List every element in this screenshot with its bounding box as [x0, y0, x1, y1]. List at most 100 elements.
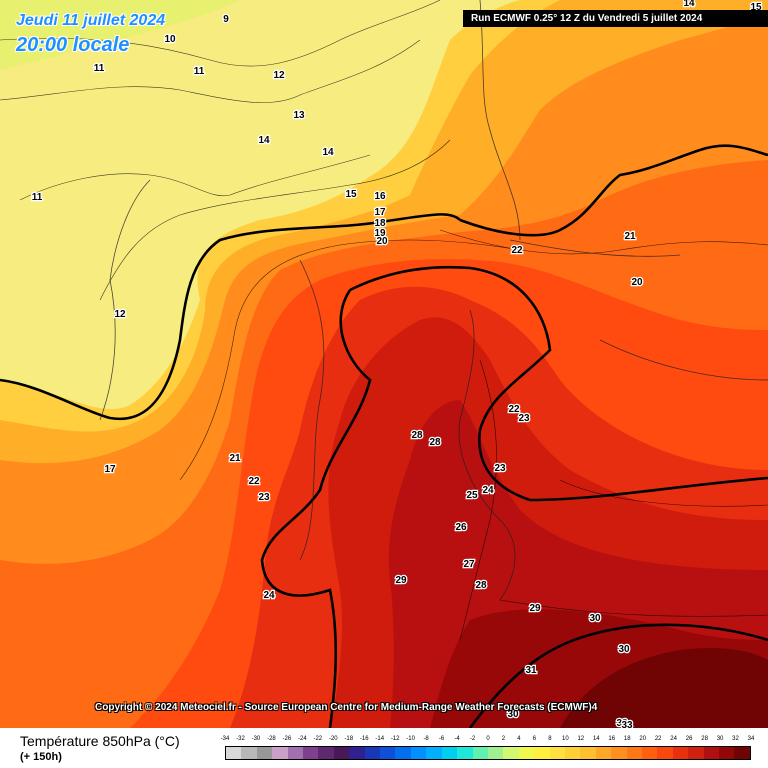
color-scale-swatch [472, 747, 488, 759]
color-scale-tick: -2 [469, 736, 476, 742]
isotherm-label: 24 [482, 485, 494, 496]
isotherm-label: 17 [374, 207, 386, 218]
color-scale-tick: -34 [220, 736, 230, 742]
isotherm-label: 20 [631, 277, 643, 288]
color-scale-tick: -10 [406, 736, 415, 742]
isotherm-label: 15 [345, 189, 357, 200]
color-scale-tick: 8 [548, 736, 552, 742]
color-scale-swatch [272, 747, 288, 759]
color-scale-tick: 12 [577, 736, 585, 742]
color-scale-ticks: -34 -32 -30 -28 -26 -24 -22 -20 -18 -16 -14 -12 -10-… [221, 736, 755, 746]
color-scale-tick: -26 [282, 736, 292, 742]
isotherm-label: 13 [293, 110, 305, 121]
isotherm-label: 26 [455, 522, 467, 533]
parameter-title: Température 850hPa (°C) [20, 733, 180, 749]
color-scale-tick: 32 [732, 736, 739, 742]
color-scale-tick: -14 [375, 736, 385, 742]
isotherm-label: 12 [114, 309, 126, 320]
isotherm-label: 14 [683, 0, 695, 9]
color-scale-tick: -22 [313, 736, 323, 742]
color-scale-tick: -28 [267, 736, 276, 742]
isotherm-label: 23 [518, 413, 530, 424]
isotherm-label: 11 [194, 66, 205, 77]
isotherm-label: 12 [273, 70, 285, 81]
color-scale-swatch [380, 747, 396, 759]
isotherm-label: 19 [374, 228, 386, 239]
isotherm-label: 11 [94, 63, 105, 74]
color-scale-tick: -12 [390, 736, 400, 742]
isotherm-label: 23 [258, 492, 270, 503]
color-scale-tick: 22 [654, 736, 662, 742]
color-scale-swatch [580, 747, 596, 759]
color-scale-tick: -16 [359, 736, 369, 742]
isotherm-label: 22 [508, 404, 520, 415]
color-scale-swatch [226, 747, 242, 759]
color-scale-tick: 6 [532, 736, 537, 742]
color-scale-swatch [349, 747, 365, 759]
isotherm-label: 23 [494, 463, 506, 474]
isotherm-label: 21 [624, 231, 636, 242]
isotherm-label: 24 [263, 590, 275, 601]
color-scale-tick: -20 [328, 736, 338, 742]
isotherm-label: 17 [104, 464, 116, 475]
color-scale-tick: 24 [670, 736, 677, 742]
isotherm-label: 14 [258, 135, 270, 146]
color-scale: -34 -32 -30 -28 -26 -24 -22 -20 -18 -16 -14 -12 -10-… [221, 736, 755, 760]
isotherm-label: 25 [466, 490, 478, 501]
isotherm-label: 14 [322, 147, 334, 158]
color-scale-tick: 2 [501, 736, 506, 742]
color-scale-tick: -30 [251, 736, 261, 742]
color-scale-swatch [672, 747, 689, 759]
isotherm-label: 20 [376, 236, 388, 247]
color-scale-swatch [333, 747, 350, 759]
isotherm-label: 11 [32, 192, 43, 203]
color-scale-swatch [611, 747, 627, 759]
color-scale-swatch [410, 747, 427, 759]
color-scale-swatch [426, 747, 442, 759]
isotherm-label: 30 [618, 644, 630, 655]
color-scale-swatch [503, 747, 519, 759]
color-scale-swatch [241, 747, 257, 759]
color-scale-swatch [256, 747, 273, 759]
forecast-local-time: 20:00 locale [16, 34, 130, 56]
forecast-date: Jeudi 11 juillet 2024 [16, 12, 166, 29]
color-scale-swatch [688, 747, 704, 759]
color-scale-swatch [564, 747, 581, 759]
color-scale-swatch [518, 747, 535, 759]
color-scale-tick: 16 [608, 736, 616, 742]
isotherm-label: 28 [475, 580, 487, 591]
color-scale-swatch [395, 747, 411, 759]
color-scale-tick: -4 [454, 736, 460, 742]
color-scale-tick: 34 [747, 736, 755, 742]
isotherm-label: 22 [511, 245, 523, 256]
isotherm-label: 21 [229, 453, 241, 464]
color-scale-swatch [703, 747, 719, 759]
color-scale-swatch [534, 747, 550, 759]
color-scale-swatch [441, 747, 458, 759]
isotherm-label: 18 [374, 218, 386, 229]
color-scale-tick: 26 [685, 736, 693, 742]
isotherm-label: 16 [374, 191, 386, 202]
color-scale-swatch [719, 747, 735, 759]
color-scale-tick: -18 [344, 736, 354, 742]
isotherm-label: 30 [507, 709, 519, 720]
color-scale-swatch [318, 747, 334, 759]
color-scale-tick: 10 [562, 736, 569, 742]
color-scale-tick: -8 [423, 736, 429, 742]
color-scale-tick: 28 [701, 736, 708, 742]
color-scale-swatch [364, 747, 381, 759]
isotherm-label: 27 [463, 559, 475, 570]
isotherm-label: 31 [525, 665, 537, 676]
color-scale-swatch [303, 747, 319, 759]
color-scale-tick: 14 [592, 736, 600, 742]
isotherm-label: 30 [589, 613, 601, 624]
color-scale-tick: -24 [298, 736, 307, 742]
color-scale-tick: 0 [486, 736, 490, 742]
lead-time: (+ 150h) [20, 751, 62, 763]
isotherm-label: 33 [621, 720, 633, 728]
isotherm-label: 22 [248, 476, 260, 487]
color-scale-swatch [626, 747, 642, 759]
